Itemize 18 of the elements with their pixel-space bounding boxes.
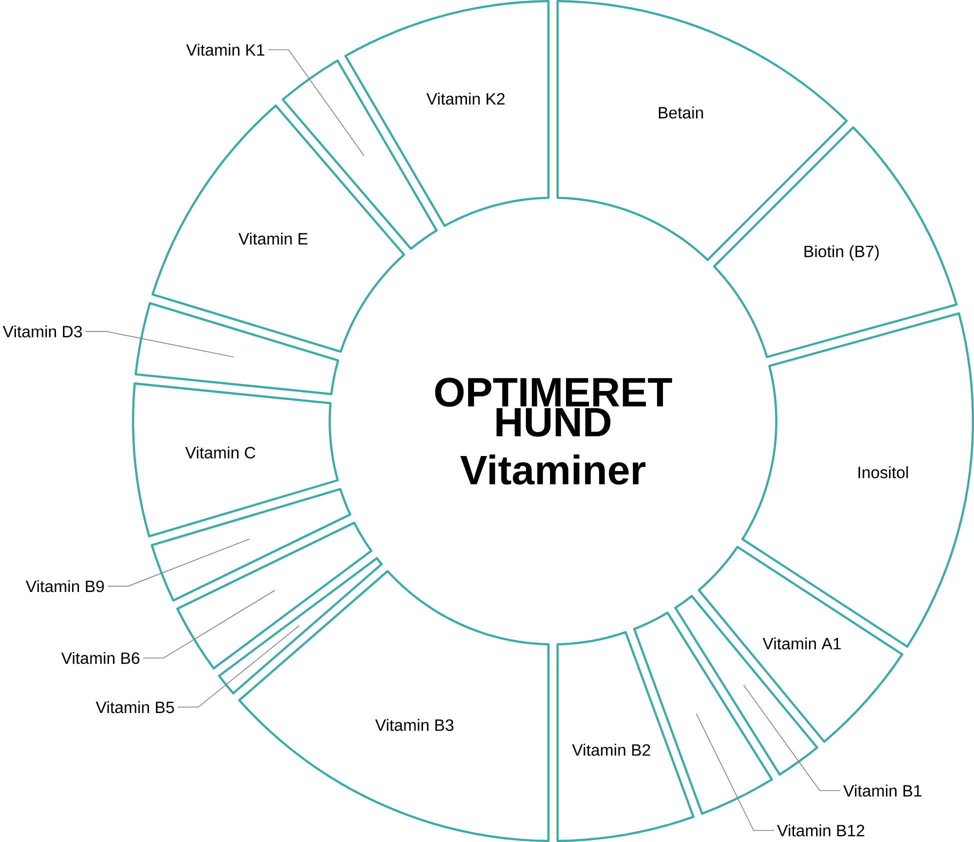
slice-label: Vitamin B2	[572, 744, 650, 756]
slice-label: Vitamin A1	[762, 637, 841, 650]
slice-label: Vitamin B9	[26, 580, 104, 592]
slice-label: Inositol	[858, 466, 908, 478]
slice-label: Vitamin D3	[2, 325, 82, 338]
slice-label: Vitamin E	[238, 232, 308, 245]
slice-label: Vitamin C	[185, 446, 256, 458]
slice-label: Biotin (B7)	[804, 245, 879, 260]
slice-label: Vitamin B6	[61, 652, 140, 664]
slice-label: Vitamin B12	[777, 824, 864, 836]
text: Vitaminer	[460, 454, 646, 485]
text: OPTIMERET HUND	[435, 378, 672, 437]
slice-label: Vitamin K1	[186, 44, 264, 56]
slice-label: Betain	[658, 106, 703, 119]
slice-label: Vitamin K2	[426, 92, 505, 105]
slice-label: Vitamin B3	[375, 718, 454, 731]
slice-label: Vitamin B1	[843, 784, 922, 797]
slice-label: Vitamin B5	[96, 701, 174, 714]
